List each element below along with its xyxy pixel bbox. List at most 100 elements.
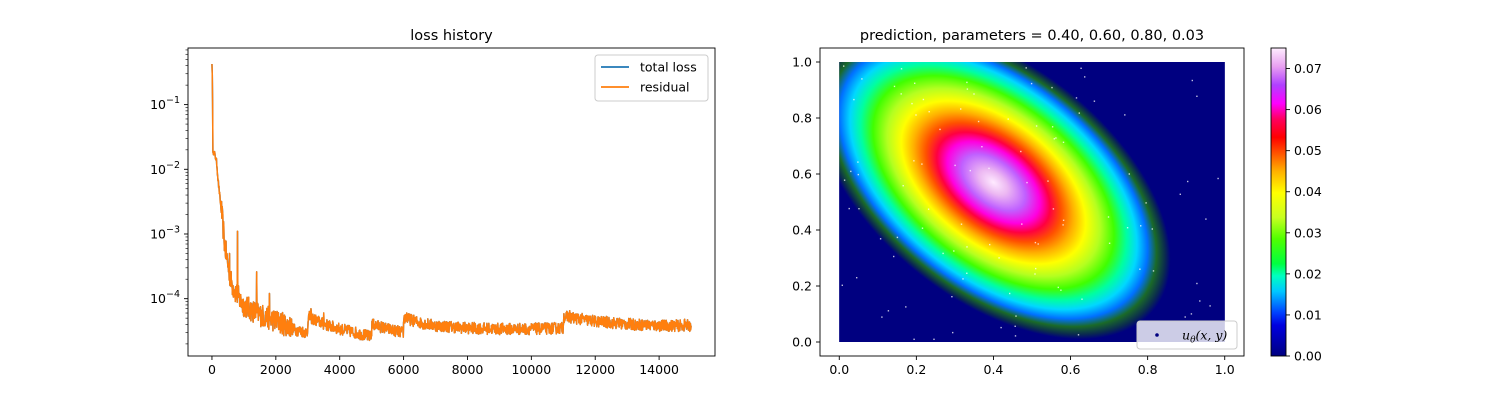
scatter-speck xyxy=(905,306,907,308)
colorbar-ticks: 0.00 0.01 0.02 0.03 0.04 0.05 0.06 0.07 xyxy=(1286,61,1322,364)
scatter-speck xyxy=(856,277,858,279)
legend-label-u-theta: uθ(x, y) xyxy=(1182,328,1227,346)
scatter-speck xyxy=(939,128,941,131)
loss-x-ticks: 0 2000 4000 6000 8000 10000 12000 14000 xyxy=(208,356,679,377)
scatter-speck xyxy=(853,98,855,101)
scatter-speck xyxy=(1051,126,1054,128)
scatter-speck xyxy=(951,296,953,298)
scatter-speck xyxy=(952,331,954,334)
colorbar-gradient xyxy=(1270,47,1287,357)
scatter-speck xyxy=(843,179,846,181)
colorbar-tick-label: 0.01 xyxy=(1294,307,1322,322)
scatter-speck xyxy=(1034,273,1036,275)
loss-y-tick-label: 10−2 xyxy=(150,160,180,177)
scatter-speck xyxy=(913,160,915,162)
scatter-speck xyxy=(954,164,956,167)
scatter-speck xyxy=(893,85,896,88)
prediction-axes-frame xyxy=(819,47,1245,357)
prediction-y-tick-label: 1.0 xyxy=(792,55,812,70)
scatter-speck xyxy=(921,163,923,165)
scatter-speck xyxy=(1025,67,1027,69)
scatter-speck xyxy=(879,238,882,240)
loss-axes-frame xyxy=(187,47,716,357)
series-line-residual xyxy=(211,63,692,342)
scatter-speck xyxy=(1108,242,1111,244)
scatter-speck xyxy=(1037,243,1039,245)
prediction-x-tick-label: 0.2 xyxy=(906,362,926,377)
loss-x-tick-label: 14000 xyxy=(639,362,679,377)
scatter-speck xyxy=(902,185,904,187)
legend-label-residual: residual xyxy=(640,80,690,95)
scatter-speck xyxy=(887,310,890,312)
scatter-speck xyxy=(1075,97,1078,99)
scatter-speck xyxy=(1140,225,1142,227)
prediction-legend: uθ(x, y) xyxy=(1136,320,1238,350)
scatter-speck xyxy=(1209,305,1211,307)
prediction-legend-box xyxy=(1136,320,1238,350)
scatter-speck xyxy=(893,255,895,258)
scatter-speck xyxy=(1081,298,1083,300)
scatter-speck xyxy=(928,111,930,113)
loss-y-tick-label: 10−4 xyxy=(150,289,180,306)
scatter-speck xyxy=(966,88,969,90)
loss-x-tick-label: 0 xyxy=(208,362,216,377)
scatter-speck xyxy=(1078,112,1080,114)
scatter-speck xyxy=(922,98,925,101)
scatter-speck xyxy=(1000,326,1002,329)
scatter-speck xyxy=(1199,300,1201,302)
scatter-speck xyxy=(942,252,944,255)
loss-x-tick-label: 12000 xyxy=(575,362,615,377)
scatter-speck xyxy=(921,227,924,229)
loss-x-tick-label: 2000 xyxy=(260,362,292,377)
scatter-speck xyxy=(1145,202,1147,204)
scatter-speck xyxy=(1030,82,1033,85)
scatter-speck xyxy=(1053,138,1055,140)
scatter-speck xyxy=(988,167,990,170)
prediction-plot-area xyxy=(839,62,1225,342)
scatter-speck xyxy=(1051,86,1053,89)
scatter-speck xyxy=(960,108,962,110)
scatter-speck xyxy=(857,173,859,176)
prediction-x-tick-label: 0.6 xyxy=(1061,362,1081,377)
scatter-speck xyxy=(858,208,860,210)
scatter-speck xyxy=(843,65,845,67)
scatter-speck xyxy=(973,93,975,95)
scatter-speck xyxy=(911,102,913,105)
scatter-speck xyxy=(1060,289,1062,291)
legend-label-total-loss: total loss xyxy=(640,60,697,75)
scatter-speck xyxy=(1196,95,1198,97)
colorbar-tick-label: 0.02 xyxy=(1294,266,1322,281)
scatter-speck xyxy=(966,81,968,84)
scatter-speck xyxy=(966,246,968,248)
colorbar-tick-label: 0.06 xyxy=(1294,102,1322,117)
scatter-speck xyxy=(1034,241,1037,244)
scatter-speck xyxy=(1035,267,1037,270)
loss-legend: total loss residual xyxy=(594,54,709,102)
scatter-speck xyxy=(1151,228,1153,230)
scatter-speck xyxy=(1014,335,1017,337)
scatter-speck xyxy=(914,82,916,84)
scatter-speck xyxy=(1007,118,1009,120)
scatter-speck xyxy=(1126,227,1129,229)
scatter-speck xyxy=(861,78,863,80)
prediction-axes: prediction, parameters = 0.40, 0.60, 0.8… xyxy=(792,28,1245,377)
loss-y-tick-label: 10−1 xyxy=(150,95,180,112)
scatter-speck xyxy=(1057,286,1059,289)
colorbar-tick-label: 0.04 xyxy=(1294,184,1322,199)
prediction-y-ticks: 0.0 0.2 0.4 0.6 0.8 1.0 xyxy=(792,55,820,350)
scatter-speck xyxy=(1009,292,1011,295)
loss-x-tick-label: 8000 xyxy=(452,362,484,377)
scatter-speck xyxy=(1080,67,1082,69)
scatter-speck xyxy=(1062,141,1065,143)
colorbar-tick-label: 0.05 xyxy=(1294,143,1322,158)
scatter-speck xyxy=(1128,173,1130,175)
scatter-speck xyxy=(1190,313,1193,315)
scatter-speck xyxy=(848,207,850,210)
legend-marker-u-theta xyxy=(1155,333,1159,337)
scatter-speck xyxy=(1093,100,1096,102)
scatter-speck xyxy=(1152,270,1155,272)
scatter-speck xyxy=(850,170,852,173)
scatter-speck xyxy=(1062,219,1065,221)
prediction-y-tick-label: 0.6 xyxy=(792,167,812,182)
prediction-field xyxy=(839,62,1225,342)
